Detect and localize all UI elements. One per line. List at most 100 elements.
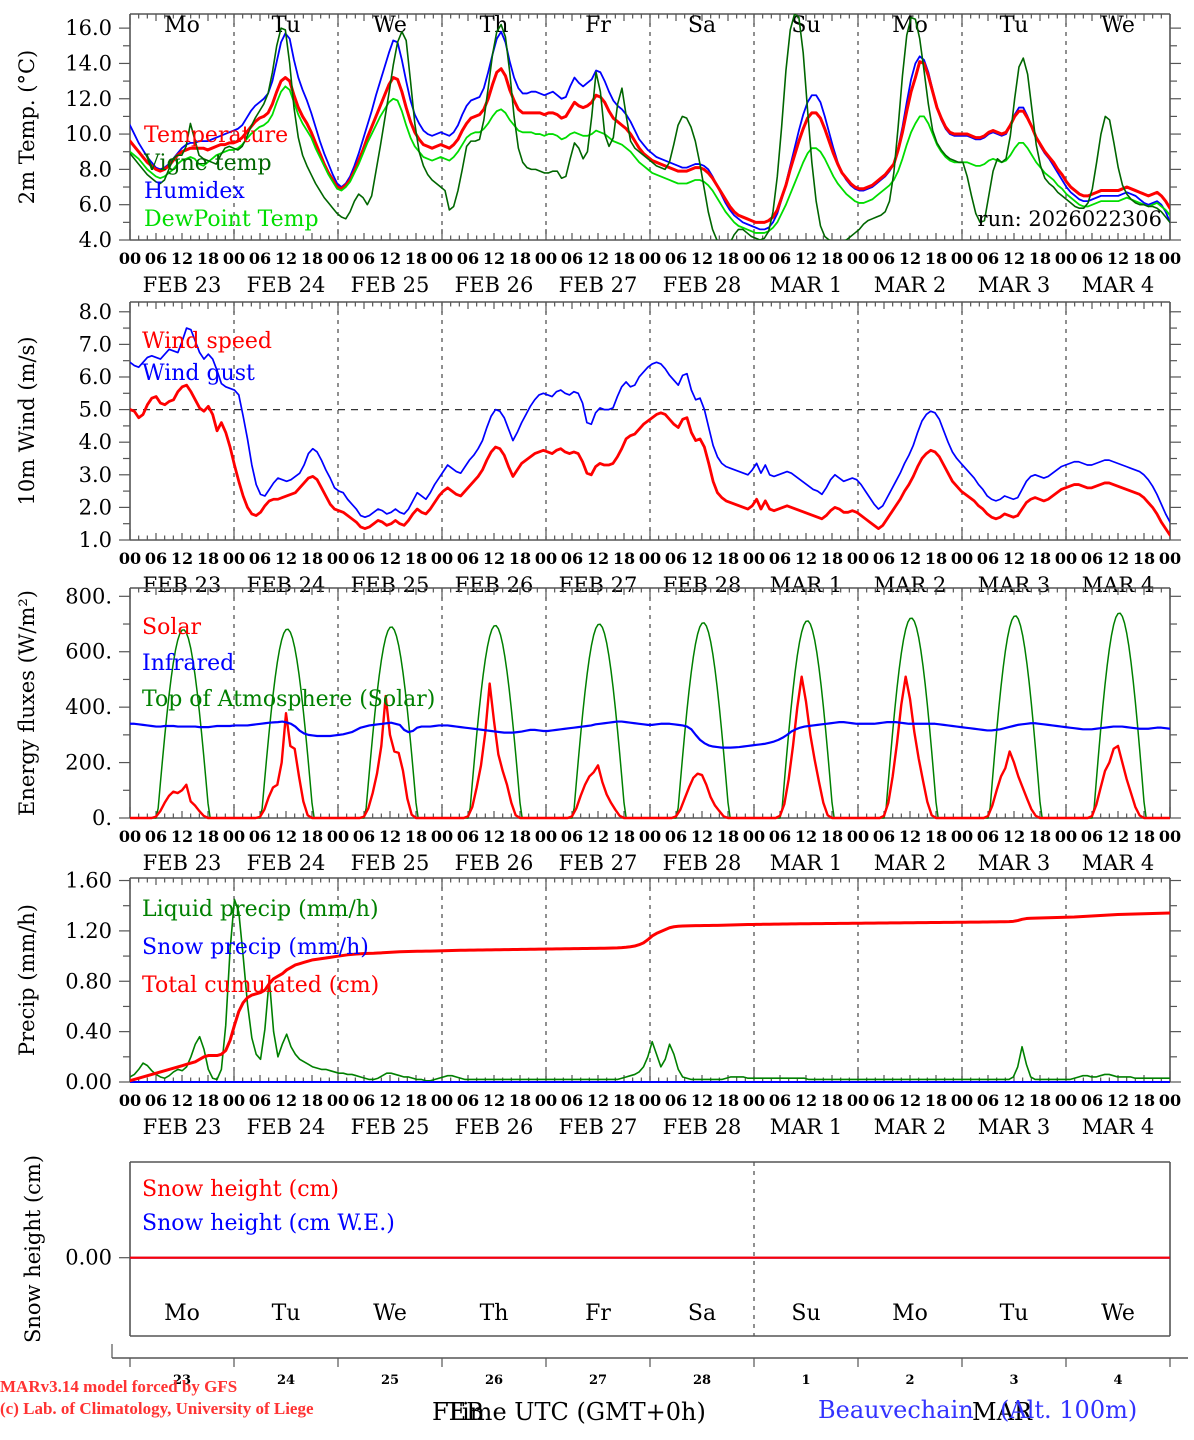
svg-text:FEB 25: FEB 25 xyxy=(351,851,430,875)
svg-text:00: 00 xyxy=(535,249,557,268)
svg-text:00: 00 xyxy=(223,1091,245,1110)
svg-text:00: 00 xyxy=(743,1091,765,1110)
svg-text:00: 00 xyxy=(327,249,349,268)
svg-text:00: 00 xyxy=(847,1091,869,1110)
svg-text:12: 12 xyxy=(691,549,713,568)
series-vigne-temp xyxy=(130,14,1170,240)
svg-text:00: 00 xyxy=(951,549,973,568)
day-name-tu-8: Tu xyxy=(1000,13,1029,38)
svg-text:FEB 26: FEB 26 xyxy=(455,273,534,297)
svg-text:5.0: 5.0 xyxy=(79,398,112,422)
svg-text:12: 12 xyxy=(1107,249,1129,268)
svg-text:18: 18 xyxy=(613,549,635,568)
svg-text:18: 18 xyxy=(509,249,531,268)
legend-snow-height-cm-: Snow height (cm) xyxy=(142,1177,339,1202)
svg-text:12: 12 xyxy=(691,249,713,268)
svg-text:06: 06 xyxy=(873,549,895,568)
footer-month-feb: FEB xyxy=(432,1398,484,1426)
bottom-day-number-28: 28 xyxy=(693,1373,711,1388)
svg-text:12: 12 xyxy=(899,249,921,268)
svg-text:12: 12 xyxy=(379,827,401,846)
svg-text:FEB 27: FEB 27 xyxy=(559,273,638,297)
series-total-cumulated xyxy=(130,911,1170,1083)
svg-text:12: 12 xyxy=(275,549,297,568)
svg-text:MAR 2: MAR 2 xyxy=(874,1115,947,1139)
svg-text:18: 18 xyxy=(509,1091,531,1110)
bottom-day-number-2: 2 xyxy=(905,1373,914,1388)
bottom-day-name-fr-4: Fr xyxy=(585,1301,611,1326)
svg-text:00: 00 xyxy=(743,827,765,846)
svg-text:06: 06 xyxy=(561,1091,583,1110)
svg-text:18: 18 xyxy=(405,827,427,846)
svg-text:FEB 25: FEB 25 xyxy=(351,1115,430,1139)
svg-text:00: 00 xyxy=(119,827,141,846)
svg-text:18: 18 xyxy=(1029,249,1051,268)
svg-text:06: 06 xyxy=(977,249,999,268)
svg-text:12: 12 xyxy=(483,827,505,846)
svg-text:FEB 23: FEB 23 xyxy=(143,273,222,297)
svg-text:18: 18 xyxy=(613,827,635,846)
svg-text:12: 12 xyxy=(483,1091,505,1110)
bottom-day-number-3: 3 xyxy=(1009,1373,1018,1388)
svg-text:MAR 3: MAR 3 xyxy=(978,273,1051,297)
svg-text:06: 06 xyxy=(769,249,791,268)
svg-text:12: 12 xyxy=(1107,827,1129,846)
svg-text:4.0: 4.0 xyxy=(79,430,112,454)
legend-temperature: Temperature xyxy=(144,123,288,148)
bottom-day-number-23: 23 xyxy=(173,1373,191,1388)
svg-text:00: 00 xyxy=(431,827,453,846)
svg-text:400.: 400. xyxy=(65,695,112,719)
svg-text:12: 12 xyxy=(1107,1091,1129,1110)
day-name-fr-4: Fr xyxy=(585,13,611,38)
temperature-series-group xyxy=(130,14,1170,240)
footer-left-block: MARv3.14 model forced by GFS (c) Lab. of… xyxy=(0,1376,314,1420)
legend-humidex: Humidex xyxy=(144,179,245,204)
svg-text:MAR 3: MAR 3 xyxy=(978,1115,1051,1139)
legend-solar: Solar xyxy=(142,615,201,640)
bottom-day-name-tu-8: Tu xyxy=(1000,1301,1029,1326)
svg-text:18: 18 xyxy=(925,549,947,568)
svg-text:MAR 4: MAR 4 xyxy=(1082,1115,1155,1139)
bottom-day-number-26: 26 xyxy=(485,1373,503,1388)
svg-text:FEB 25: FEB 25 xyxy=(351,273,430,297)
svg-text:18: 18 xyxy=(613,249,635,268)
svg-text:18: 18 xyxy=(509,827,531,846)
svg-text:00: 00 xyxy=(847,249,869,268)
day-name-sa-5: Sa xyxy=(688,13,716,38)
svg-text:FEB 26: FEB 26 xyxy=(455,851,534,875)
svg-text:00: 00 xyxy=(951,249,973,268)
bottom-day-name-mo-7: Mo xyxy=(892,1301,928,1326)
legend-snow-height-cm-w-e-: Snow height (cm W.E.) xyxy=(142,1211,395,1236)
svg-text:8.0: 8.0 xyxy=(79,157,112,181)
series-infrared xyxy=(130,720,1170,749)
svg-text:FEB 23: FEB 23 xyxy=(143,851,222,875)
svg-text:MAR 4: MAR 4 xyxy=(1082,273,1155,297)
bottom-day-number-25: 25 xyxy=(381,1373,399,1388)
day-name-su-6: Su xyxy=(791,13,820,38)
series-humidex xyxy=(130,30,1170,231)
ylabel-precip: Precip (mm/h) xyxy=(15,904,39,1056)
svg-text:06: 06 xyxy=(873,249,895,268)
svg-text:06: 06 xyxy=(353,249,375,268)
svg-text:12: 12 xyxy=(171,827,193,846)
svg-text:FEB 24: FEB 24 xyxy=(247,273,326,297)
svg-text:00: 00 xyxy=(639,549,661,568)
run-label: run: 2026022306 xyxy=(978,207,1162,231)
svg-text:06: 06 xyxy=(1081,249,1103,268)
series-temperature xyxy=(130,60,1170,224)
svg-text:00: 00 xyxy=(223,827,245,846)
svg-text:12: 12 xyxy=(379,1091,401,1110)
svg-text:12: 12 xyxy=(691,827,713,846)
day-name-we-2: We xyxy=(373,13,407,38)
svg-text:00: 00 xyxy=(1055,549,1077,568)
svg-text:00: 00 xyxy=(535,827,557,846)
legend-wind-gust: Wind gust xyxy=(142,361,255,386)
bottom-day-name-mo-0: Mo xyxy=(164,1301,200,1326)
series-wind-gust xyxy=(130,327,1170,523)
series-wind-speed xyxy=(130,383,1170,537)
svg-text:12: 12 xyxy=(483,249,505,268)
panel-snow-height: 0.00 Snow height (cm) Snow height (cm W.E.… xyxy=(21,1155,1188,1388)
svg-text:00: 00 xyxy=(847,549,869,568)
